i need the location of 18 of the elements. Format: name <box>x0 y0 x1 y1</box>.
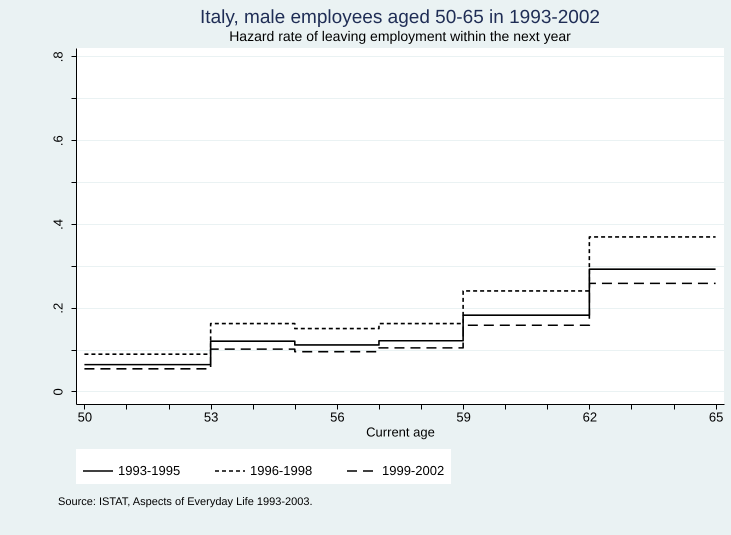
x-tick-label: 53 <box>204 410 218 424</box>
x-tick-label: 62 <box>582 410 598 424</box>
legend-label: 1999-2002 <box>382 463 444 478</box>
x-tick-label: 59 <box>456 410 471 424</box>
chart-subtitle: Hazard rate of leaving employment within the next year <box>229 28 572 44</box>
y-tick-label: 0 <box>50 388 66 396</box>
y-tick-label: .2 <box>50 302 66 314</box>
x-axis-title: Current age <box>366 424 435 440</box>
legend-label: 1993-1995 <box>118 463 180 478</box>
chart-title: Italy, male employees aged 50-65 in 1993-2002 <box>200 7 600 28</box>
x-tick-label: 56 <box>330 410 345 424</box>
y-tick-label: .6 <box>50 135 66 146</box>
source-note: Source: ISTAT, Aspects of Everyday Life 1993-2003. <box>58 496 313 508</box>
y-tick-label: .8 <box>50 51 66 62</box>
x-tick-label: 50 <box>78 410 92 424</box>
legend-label: 1996-1998 <box>250 463 312 478</box>
y-tick-label: .4 <box>50 218 66 230</box>
x-tick-label: 65 <box>708 410 724 424</box>
